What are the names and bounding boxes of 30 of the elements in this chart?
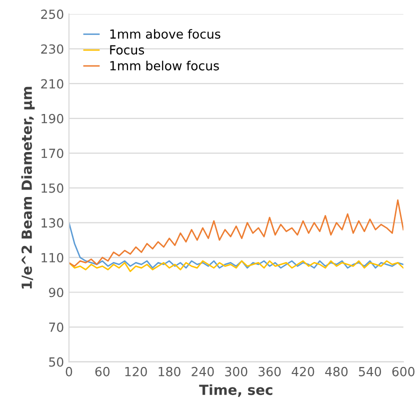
x-tick-label: 300 — [225, 366, 248, 376]
x-tick-label: 120 — [125, 366, 147, 376]
legend-label: 1mm above focus — [110, 29, 220, 39]
y-tick-label: 170 — [42, 148, 64, 158]
legend-label: Focus — [110, 45, 144, 55]
y-tick-label: 70 — [49, 322, 64, 332]
y-tick-label: 150 — [42, 183, 64, 193]
x-tick-label: 480 — [325, 366, 348, 376]
y-tick-label: 250 — [41, 10, 64, 19]
x-tick-label: 420 — [292, 366, 314, 376]
y-tick-label: 130 — [42, 218, 64, 228]
legend-label: 1mm below focus — [110, 60, 219, 70]
y-tick-label: 230 — [41, 44, 64, 54]
y-tick-label: 90 — [48, 288, 64, 298]
line-series — [68, 222, 404, 269]
y-tick-label: 190 — [42, 114, 64, 124]
x-tick-label: 540 — [358, 366, 382, 376]
x-tick-label: 180 — [158, 366, 180, 376]
line-series — [68, 260, 404, 272]
x-tick-label: 360 — [258, 366, 281, 376]
y-axis-title: 1/e^2 Beam Diameter, µm — [21, 86, 35, 288]
x-tick-label: 60 — [95, 366, 110, 376]
x-tick-label: 0 — [66, 366, 72, 376]
x-tick-label: 600 — [392, 366, 414, 376]
y-tick-label: 50 — [49, 357, 64, 367]
x-axis-title: Time, sec — [199, 384, 272, 397]
y-tick-label: 210 — [41, 79, 64, 89]
x-tick-label: 240 — [192, 366, 214, 376]
y-tick-label: 110 — [42, 252, 64, 262]
line-series — [68, 199, 404, 267]
